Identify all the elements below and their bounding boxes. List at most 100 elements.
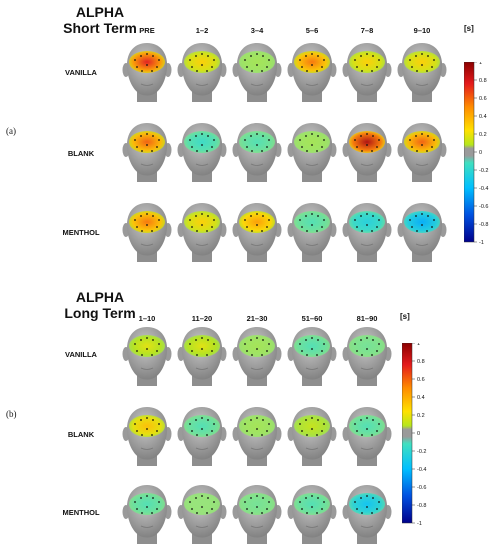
electrode-dot — [323, 59, 325, 61]
panel-b-topomap — [287, 407, 337, 466]
electrode-dot — [201, 495, 203, 497]
panel-a-col-header: 9–10 — [413, 26, 431, 35]
electrode-dot — [306, 512, 308, 514]
electrode-dot — [244, 139, 246, 141]
panel-a-label: (a) — [6, 126, 16, 136]
electrode-dot — [316, 70, 318, 72]
electrode-dot — [317, 339, 319, 341]
electrode-dot — [356, 508, 358, 510]
activation-region — [349, 131, 385, 153]
electrode-dot — [251, 512, 253, 514]
activation-region — [349, 335, 385, 357]
electrode-dot — [261, 354, 263, 356]
electrode-dot — [301, 508, 303, 510]
electrode-dot — [134, 501, 136, 503]
electrode-dot — [421, 133, 423, 135]
electrode-dot — [151, 354, 153, 356]
colorbar-tick-label: -0.2 — [479, 168, 488, 174]
electrode-dot — [191, 350, 193, 352]
electrode-dot — [305, 55, 307, 57]
panel-b-topomap — [122, 407, 172, 466]
panel-b-label: (b) — [6, 409, 17, 419]
electrode-dot — [156, 430, 158, 432]
electrode-dot — [262, 135, 264, 137]
electrode-dot — [134, 423, 136, 425]
electrode-dot — [361, 70, 363, 72]
electrode-dot — [323, 423, 325, 425]
electrode-dot — [321, 430, 323, 432]
panel-a-topomap — [177, 123, 227, 182]
panel-b-topomap — [287, 485, 337, 544]
electrode-dot — [250, 135, 252, 137]
electrode-dot — [371, 434, 373, 436]
panel-b-topomap — [232, 407, 282, 466]
electrode-dot — [201, 337, 203, 339]
electrode-dot — [189, 219, 191, 221]
electrode-dot — [268, 219, 270, 221]
electrode-dot — [372, 497, 374, 499]
activation-region — [129, 493, 165, 515]
electrode-dot — [151, 150, 153, 152]
activation-region — [239, 493, 275, 515]
electrode-dot — [268, 139, 270, 141]
electrode-dot — [196, 230, 198, 232]
electrode-dot — [211, 430, 213, 432]
electrode-dot — [323, 139, 325, 141]
electrode-dot — [427, 215, 429, 217]
panel-b-topomap — [122, 485, 172, 544]
electrode-dot — [421, 213, 423, 215]
electrode-dot — [152, 339, 154, 341]
electrode-dot — [376, 508, 378, 510]
panel-a-topomap — [232, 43, 282, 102]
electrode-dot — [207, 215, 209, 217]
electrode-dot — [196, 512, 198, 514]
panel-a-col-header: 7–8 — [360, 26, 374, 35]
panel-a-topomap — [342, 203, 392, 262]
panel-b-topomap — [122, 327, 172, 386]
colorbar-tick-label: 0.6 — [417, 377, 425, 383]
electrode-dot — [321, 350, 323, 352]
activation-region — [404, 211, 440, 233]
electrode-dot — [431, 226, 433, 228]
colorbar-tick-label: 1 — [479, 62, 482, 66]
electrode-dot — [354, 139, 356, 141]
electrode-dot — [366, 506, 368, 508]
electrode-dot — [311, 144, 313, 146]
electrode-dot — [146, 428, 148, 430]
electrode-dot — [366, 224, 368, 226]
electrode-dot — [251, 150, 253, 152]
electrode-dot — [356, 350, 358, 352]
colorbar-tick-label: -1 — [479, 240, 484, 244]
electrode-dot — [244, 59, 246, 61]
electrode-dot — [321, 508, 323, 510]
electrode-dot — [268, 59, 270, 61]
electrode-dot — [201, 417, 203, 419]
electrode-dot — [376, 226, 378, 228]
activation-region — [294, 211, 330, 233]
electrode-dot — [316, 434, 318, 436]
panel-a-row-label: BLANK — [67, 149, 95, 158]
electrode-dot — [151, 230, 153, 232]
electrode-dot — [206, 70, 208, 72]
electrode-dot — [152, 135, 154, 137]
electrode-dot — [195, 419, 197, 421]
electrode-dot — [411, 146, 413, 148]
electrode-dot — [426, 150, 428, 152]
electrode-dot — [378, 219, 380, 221]
panel-b-col-header: 81–90 — [356, 314, 378, 323]
electrode-dot — [311, 224, 313, 226]
electrode-dot — [211, 350, 213, 352]
electrode-dot — [311, 53, 313, 55]
electrode-dot — [378, 501, 380, 503]
electrode-dot — [213, 423, 215, 425]
activation-region — [294, 131, 330, 153]
activation-region — [184, 211, 220, 233]
electrode-dot — [206, 434, 208, 436]
electrode-dot — [316, 512, 318, 514]
electrode-dot — [321, 66, 323, 68]
electrode-dot — [256, 337, 258, 339]
electrode-dot — [378, 59, 380, 61]
panel-a-topomap — [122, 203, 172, 262]
electrode-dot — [317, 419, 319, 421]
electrode-dot — [146, 133, 148, 135]
